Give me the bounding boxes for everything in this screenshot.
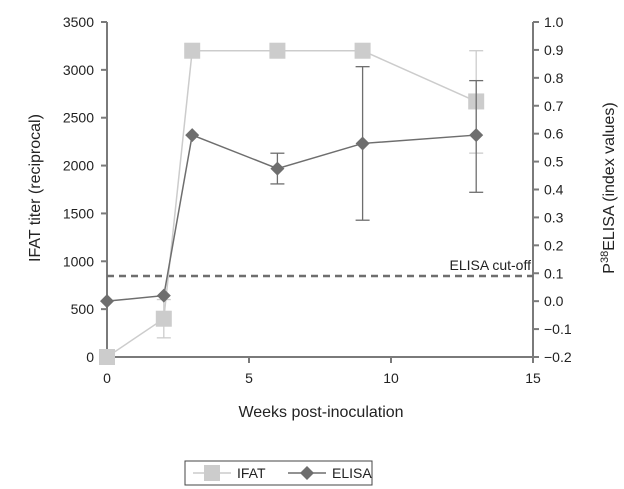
- y2-tick-label: 0.4: [544, 182, 564, 198]
- x-tick-label: 15: [525, 370, 541, 386]
- legend-elisa-label: ELISA: [332, 465, 372, 481]
- elisa-series: [100, 66, 484, 309]
- x-tick-label: 10: [383, 370, 399, 386]
- y2-tick-label: 0.0: [544, 293, 564, 309]
- y2-tick-label: 0.5: [544, 154, 564, 170]
- x-axis-title: Weeks post-inoculation: [238, 404, 403, 421]
- y-tick-label: 3000: [63, 62, 94, 78]
- ifat-point: [184, 42, 201, 59]
- y2-tick-label: 0.6: [544, 126, 564, 142]
- y2-tick-label: 0.7: [544, 98, 564, 114]
- ifat-point: [155, 310, 172, 327]
- y2-tick-label: −0.1: [544, 321, 572, 337]
- elisa-point: [156, 288, 171, 303]
- y-axis-right-title: P38ELISA (index values): [599, 102, 618, 273]
- y2-tick-label: 0.1: [544, 265, 564, 281]
- legend-elisa-marker: [300, 466, 314, 480]
- elisa-point: [355, 136, 370, 151]
- y-tick-label: 2000: [63, 158, 94, 174]
- y2-tick-label: 0.3: [544, 209, 564, 225]
- ifat-series: [99, 42, 485, 365]
- y-tick-label: 1000: [63, 253, 94, 269]
- elisa-line: [106, 134, 477, 302]
- y-axis-left-title: IFAT titer (reciprocal): [27, 114, 44, 262]
- series-layer: [99, 42, 485, 365]
- x-tick-label: 0: [103, 370, 111, 386]
- elisa-point: [270, 161, 285, 176]
- x-tick-label: 5: [245, 370, 253, 386]
- legend: IFAT ELISA: [184, 460, 373, 486]
- ifat-point: [269, 42, 286, 59]
- y2-tick-label: 0.2: [544, 237, 564, 253]
- y-tick-label: 500: [71, 301, 95, 317]
- elisa-cutoff-label: ELISA cut-off: [450, 257, 532, 273]
- ifat-line: [106, 49, 477, 358]
- ifat-point: [99, 349, 115, 365]
- y-tick-label: 3500: [63, 14, 94, 30]
- elisa-point: [469, 128, 484, 143]
- ifat-point: [354, 42, 371, 59]
- axes: [106, 22, 534, 358]
- y2-tick-label: −0.2: [544, 349, 572, 365]
- elisa-point: [185, 128, 200, 143]
- legend-ifat-label: IFAT: [237, 465, 266, 481]
- elisa-point: [100, 294, 114, 309]
- legend-ifat-marker: [204, 465, 220, 481]
- y-tick-label: 2500: [63, 110, 94, 126]
- y-tick-label: 1500: [63, 205, 94, 221]
- ticks: 0 5 10 15 0 500 1000 1500 2000 2500 3000 3500 −0.2 −0…: [63, 14, 572, 386]
- cutoff-group: ELISA cut-off: [107, 257, 533, 278]
- y2-tick-label: 1.0: [544, 14, 564, 30]
- y2-tick-label: 0.9: [544, 42, 564, 58]
- y2-tick-label: 0.8: [544, 70, 564, 86]
- y-tick-label: 0: [86, 349, 94, 365]
